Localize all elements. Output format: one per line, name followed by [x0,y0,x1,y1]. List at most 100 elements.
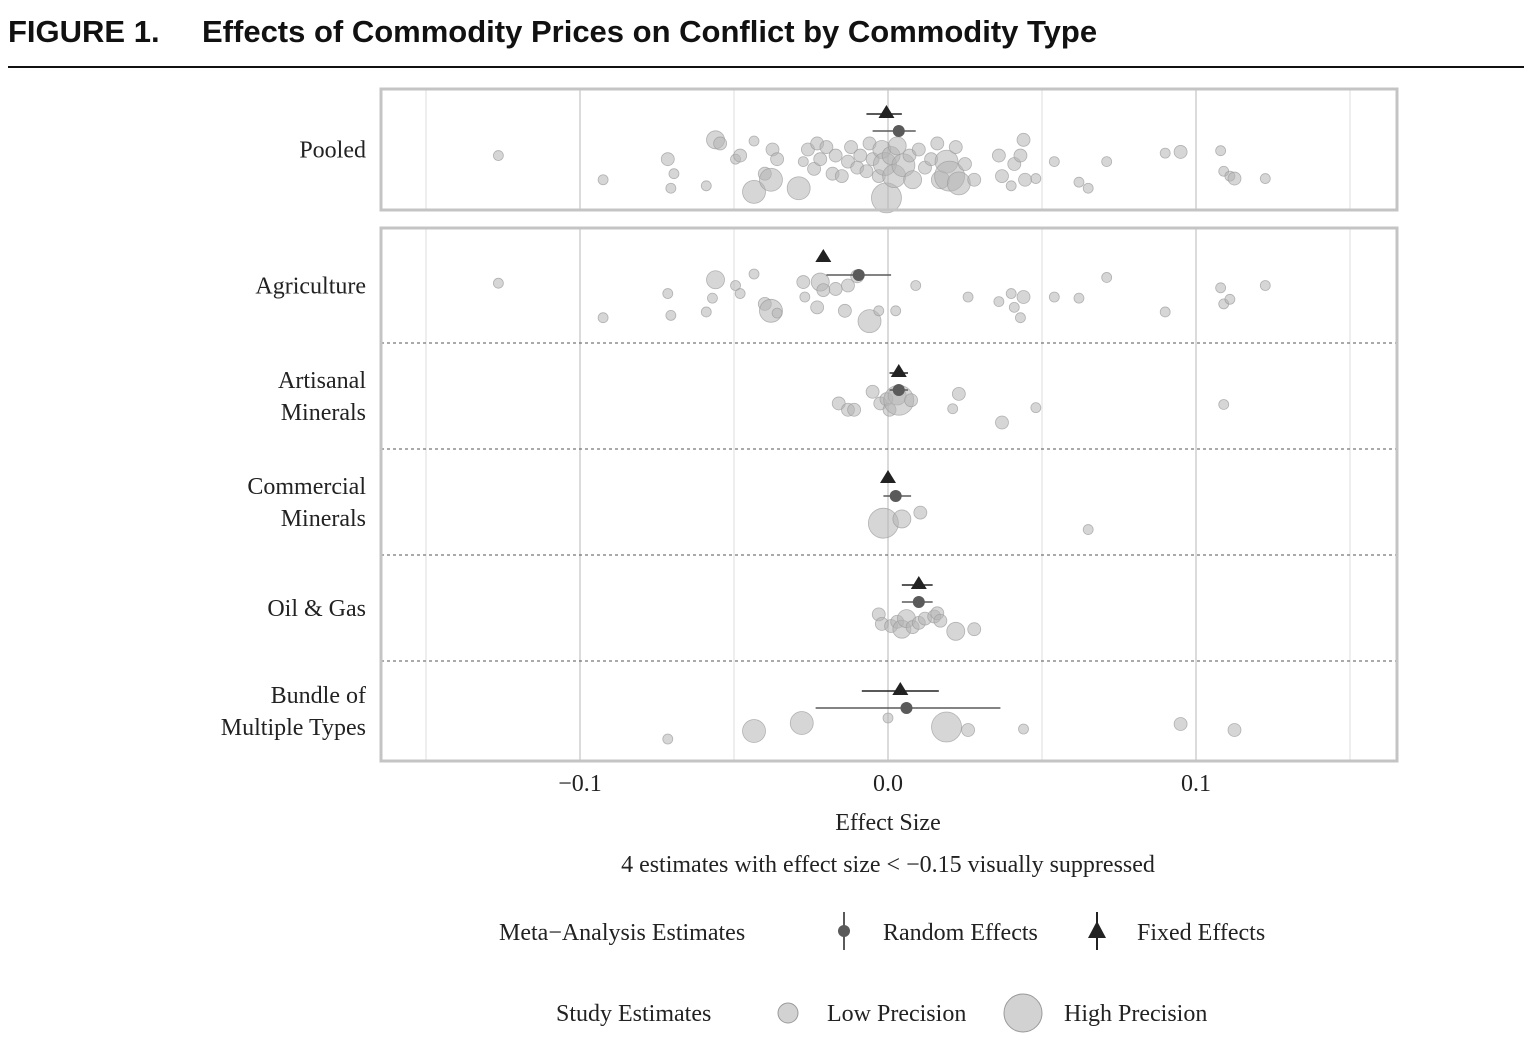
legend-random-effects-label: Random Effects [883,920,1038,946]
study-estimate-point [1101,156,1113,168]
study-estimate-point [706,270,725,290]
study-estimate-point [810,300,825,315]
study-estimate-point [947,403,959,415]
figure-title: Effects of Commodity Prices on Conflict … [202,14,1098,49]
study-estimate-point [789,711,814,735]
legend-fixed-effects-label: Fixed Effects [1137,920,1265,946]
fixed-effects-marker [892,682,909,695]
study-estimate-point [837,303,852,318]
x-axis-label: Effect Size [835,810,941,836]
study-estimate-point [1173,717,1188,731]
random-effects-marker [892,125,905,137]
study-estimate-point [904,393,918,408]
study-estimate-point [1259,173,1271,184]
study-estimate-point [958,157,972,171]
figure-header: FIGURE 1. Effects of Commodity Prices on… [8,12,1524,68]
legend-low-precision-marker [777,1002,799,1024]
panel-label: Commercial Minerals [247,474,366,532]
panel-label: Pooled [299,138,366,164]
study-estimate-point [931,711,962,743]
random-effects-marker [852,269,865,281]
study-estimate-point [1016,290,1031,304]
study-estimate-point [742,719,766,743]
study-estimate-point [1224,293,1236,305]
study-estimate-point [492,150,504,161]
study-estimate-point [492,277,504,289]
legend-fixed-effects-key [1088,912,1106,950]
study-estimate-point [1030,173,1042,184]
panel-label-line: Minerals [281,506,366,532]
study-estimate-point [799,291,811,303]
panel-label-line: Multiple Types [221,715,366,741]
study-estimate-point [1215,145,1227,157]
study-estimate-point [748,135,760,147]
study-estimate-point [1082,182,1094,194]
study-estimate-point [933,613,948,628]
study-estimate-point [882,712,894,724]
fixed-effects-marker [880,470,896,483]
study-estimate-point [1005,288,1017,299]
x-tick-label: 0.0 [873,771,903,797]
study-estimate-point [887,136,907,156]
fixed-effects-marker [815,249,832,262]
study-estimate-point [1030,402,1042,414]
study-estimate-point [1008,301,1020,313]
study-estimate-point [828,148,843,163]
study-estimate-point [910,280,922,291]
study-estimate-point [847,402,862,417]
study-estimate-point [819,140,834,154]
pooled-panel-frame [379,87,1399,212]
study-estimate-point [1227,723,1242,737]
legend-low-precision-label: Low Precision [827,1001,966,1027]
study-estimate-point [946,621,966,641]
study-estimate-point [1016,132,1031,147]
study-estimate-point [770,152,785,167]
study-estimate-point [890,305,902,317]
study-estimate-point [713,136,728,151]
panel-label-line: Oil & Gas [267,596,366,622]
study-estimate-point [665,309,677,321]
study-estimate-point [857,309,882,334]
panel-label-line: Agriculture [255,274,366,300]
study-estimate-point [730,280,741,291]
study-estimate-point [1005,180,1017,192]
study-estimate-point [991,148,1006,163]
study-estimate-point [700,306,712,318]
study-estimate-point [961,723,975,737]
legend: Meta−Analysis Estimates Random Effects F… [499,912,1265,1033]
random-effects-marker [900,702,913,714]
fixed-effects-marker [878,105,895,118]
study-estimate-point [662,733,674,745]
study-estimate-point [1018,723,1029,735]
study-estimate-point [967,622,982,637]
study-estimate-point [1101,272,1113,283]
study-estimate-point [1227,171,1242,186]
study-estimate-point [1073,176,1085,188]
study-estimate-point [844,140,858,154]
study-estimate-point [903,170,923,190]
study-estimate-point [1173,145,1188,159]
study-estimate-point [748,268,760,280]
study-estimate-point [1218,399,1230,410]
study-estimate-point [807,161,821,176]
study-estimate-point [873,305,885,317]
panel-label-line: Minerals [281,400,366,426]
study-estimate-point [951,386,966,401]
panel-label-line: Artisanal [278,368,366,394]
fixed-effects-marker [890,364,907,377]
legend-high-precision-marker [1003,993,1043,1033]
study-estimate-point [962,291,974,303]
legend-random-effects-key [838,912,850,950]
legend-high-precision-label: High Precision [1064,1001,1207,1027]
study-estimate-point [597,174,609,186]
study-estimate-point [1159,147,1171,159]
study-estimate-point [930,136,945,151]
fixed-effects-marker [910,576,927,589]
study-estimate-point [1073,292,1085,304]
study-estimate-point [660,152,675,167]
suppression-note: 4 estimates with effect size < −0.15 vis… [621,852,1155,878]
study-estimate-point [662,288,674,299]
study-estimate-point [1082,524,1094,535]
study-estimate-point [1015,312,1026,324]
study-estimate-point [797,156,809,168]
